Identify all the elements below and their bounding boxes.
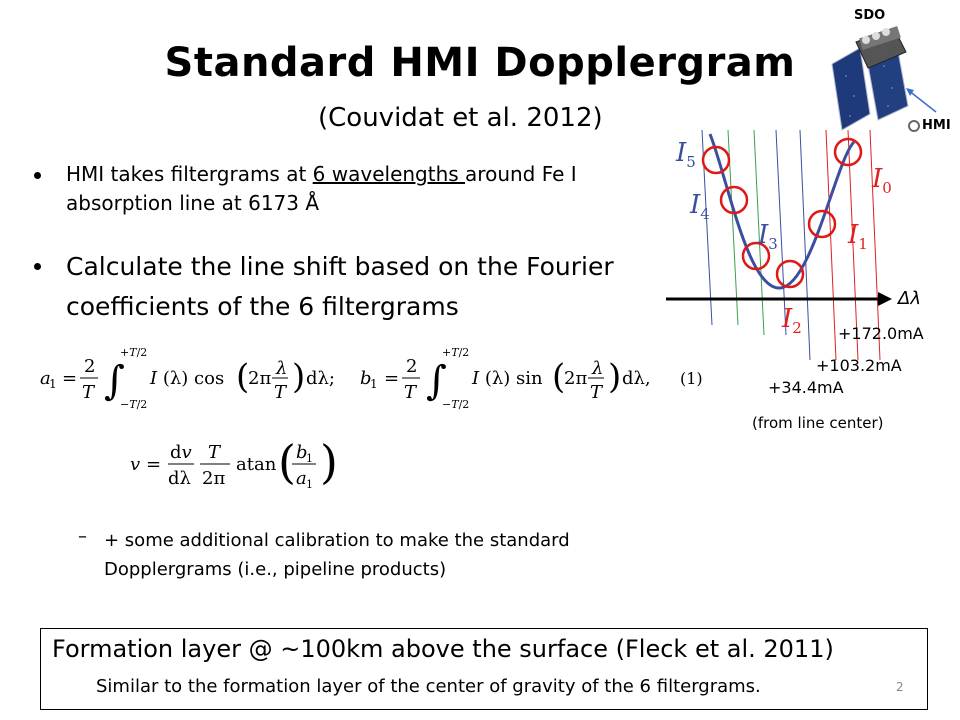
i1-label: I1 [848, 220, 868, 254]
svg-text:dv: dv [170, 442, 192, 463]
page-title: Standard HMI Dopplergram [164, 40, 796, 86]
svg-text:T: T [404, 382, 418, 403]
svg-text:T: T [208, 442, 222, 463]
svg-text:I (λ) cos: I (λ) cos [149, 368, 224, 389]
svg-text:): ) [292, 357, 305, 397]
sub-bullet-dash: – [78, 526, 87, 547]
filtergram-circle [719, 185, 749, 215]
svg-text:=: = [146, 454, 161, 475]
svg-text:b: b [360, 368, 372, 389]
bullet-dot [34, 172, 41, 179]
svg-text:=: = [384, 368, 399, 389]
formation-layer-text: Formation layer @ ~100km above the surfa… [52, 635, 834, 663]
svg-text:(: ( [278, 435, 296, 489]
line-profile-diagram: I5 I4 I3 I2 I1 I0 Δλ +172.0mA +103.2mA +… [640, 120, 960, 450]
svg-text:=: = [62, 368, 77, 389]
svg-text:1: 1 [306, 452, 313, 465]
svg-text:dλ: dλ [168, 468, 191, 489]
filtergram-circle [807, 209, 837, 239]
svg-text:λ: λ [275, 358, 287, 379]
svg-text:∫: ∫ [104, 358, 125, 404]
svg-text:a: a [40, 368, 51, 389]
sdo-label: SDO [854, 8, 886, 23]
svg-text:atan: atan [236, 454, 277, 475]
svg-text:1: 1 [370, 377, 378, 391]
filter-line [775, 129, 787, 336]
svg-text:1: 1 [306, 478, 313, 491]
filtergram-circle [701, 145, 731, 175]
i3-label: I3 [758, 220, 778, 254]
i4-label: I4 [690, 190, 710, 224]
svg-text:dλ,: dλ, [622, 368, 651, 389]
svg-text:dλ;: dλ; [306, 368, 335, 389]
offset-label: +34.4mA [768, 378, 844, 397]
svg-text:): ) [320, 435, 338, 489]
svg-text:−T/2: −T/2 [120, 398, 147, 411]
satellite-icon [831, 26, 937, 132]
bullet-text: Calculate the line shift based on the Fo… [66, 252, 614, 321]
bullet-text-part: around Fe I absorption line at 6173 Å [66, 162, 577, 215]
svg-text:2: 2 [406, 356, 417, 377]
axis-arrowhead [878, 292, 892, 306]
svg-text:T: T [274, 382, 288, 403]
svg-text:(: ( [236, 357, 249, 397]
bullet-dot [34, 263, 41, 270]
filter-line [753, 129, 765, 336]
filtergram-circle [741, 241, 771, 271]
page-number: 2 [896, 680, 904, 694]
offset-label: +103.2mA [816, 356, 902, 375]
svg-text:(: ( [552, 357, 565, 397]
filter-line [825, 129, 837, 361]
filter-line [799, 129, 811, 361]
formation-layer-subtext: Similar to the formation layer of the ce… [96, 676, 761, 697]
i5-label: I5 [676, 138, 696, 172]
svg-text:b: b [296, 442, 308, 463]
formation-layer-box [40, 628, 928, 710]
svg-text:2π: 2π [202, 468, 225, 489]
svg-text:1: 1 [49, 377, 57, 391]
offset-label: +172.0mA [838, 324, 924, 343]
hmi-label: HMI [922, 118, 951, 133]
svg-text:I (λ) sin: I (λ) sin [471, 368, 543, 389]
svg-text:): ) [608, 357, 621, 397]
equation-number: (1) [680, 369, 703, 388]
fourier-coefficient-equations: a1 = 2T ∫ +T/2 −T/2 I (λ) cos ( 2π λT ) … [40, 346, 703, 411]
delta-lambda-label: Δλ [898, 288, 921, 309]
svg-text:T: T [82, 382, 96, 403]
sub-bullet-text: + some additional calibration to make th… [104, 530, 570, 580]
filter-line [869, 129, 881, 361]
svg-text:a: a [296, 468, 307, 489]
i2-label: I2 [782, 304, 802, 338]
filtergram-circle [833, 137, 863, 167]
svg-text:∫: ∫ [426, 358, 447, 404]
svg-text:2π: 2π [564, 368, 587, 389]
bullet-text: HMI takes filtergrams at 6 wavelengths a… [66, 160, 666, 218]
underlined-text: 6 wavelengths [312, 162, 466, 186]
line-profile-plot [666, 129, 892, 361]
bullet-text-part: HMI takes filtergrams at [66, 162, 313, 186]
svg-text:+T/2: +T/2 [120, 346, 147, 359]
svg-text:T: T [590, 382, 604, 403]
filter-line [847, 129, 859, 361]
svg-text:v: v [130, 454, 140, 475]
filtergram-circle [775, 259, 805, 289]
svg-text:−T/2: −T/2 [442, 398, 469, 411]
svg-text:2π: 2π [248, 368, 271, 389]
sdo-satellite-figure: SDO HMI [826, 6, 956, 134]
svg-text:λ: λ [591, 358, 603, 379]
svg-text:+T/2: +T/2 [442, 346, 469, 359]
i0-label: I0 [872, 164, 892, 198]
page-subtitle: (Couvidat et al. 2012) [318, 103, 603, 133]
svg-text:2: 2 [84, 356, 95, 377]
line-center-note: (from line center) [752, 414, 884, 432]
